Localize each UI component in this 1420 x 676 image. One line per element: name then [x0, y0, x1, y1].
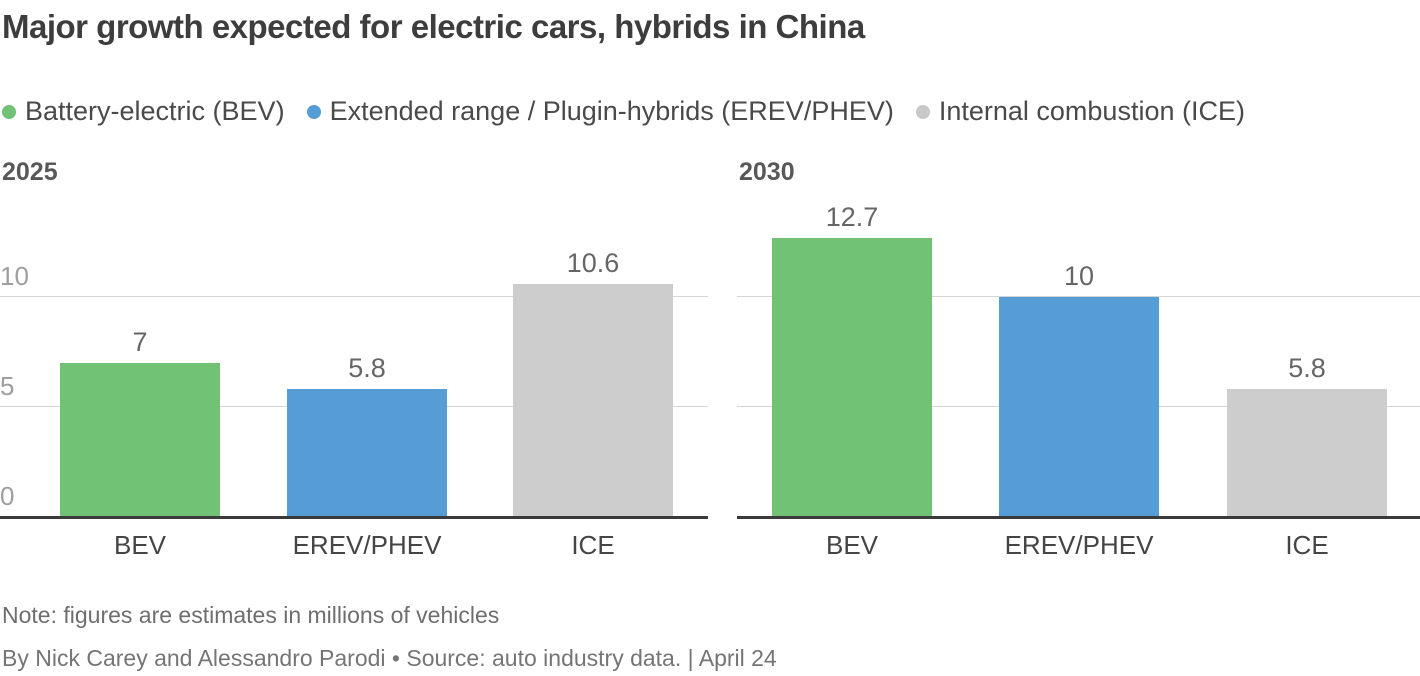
gridline-10 [737, 296, 1420, 297]
footnote: Note: figures are estimates in millions … [2, 602, 500, 628]
legend-dot-green-icon [2, 104, 16, 119]
plot-area-2025: 0 5 10 7 5.8 10.6 [0, 190, 708, 519]
bar-value-label: 7 [132, 327, 148, 357]
legend-label-erev-phev: Extended range / Plugin-hybrids (EREV/PH… [329, 96, 894, 126]
x-axis-category-label: ICE [571, 530, 615, 560]
byline-source: By Nick Carey and Alessandro Parodi • So… [2, 645, 777, 671]
bar-value-label: 10.6 [566, 248, 620, 278]
chart-year-label-2030: 2030 [739, 158, 795, 186]
bar-2025-EREV/PHEV [287, 389, 447, 517]
x-axis-category-label: ICE [1285, 530, 1329, 560]
y-tick-label-0: 0 [0, 481, 15, 511]
x-axis-category-label: BEV [113, 530, 167, 560]
x-axis-labels-2025: BEV EREV/PHEV ICE [0, 530, 708, 562]
bar-value-label: 5.8 [1288, 353, 1326, 383]
y-tick-label-5: 5 [0, 371, 15, 401]
legend-label-bev: Battery-electric (BEV) [25, 96, 285, 126]
y-tick-label-10: 10 [0, 261, 29, 291]
chart-panel-2025: 2025 0 5 10 7 5.8 10.6 BEV EREV/PHEV ICE [0, 158, 708, 608]
chart-legend: Battery-electric (BEV) Extended range / … [2, 96, 1245, 127]
plot-area-2030: 12.7 10 5.8 [737, 190, 1420, 519]
bar-2025-BEV [60, 363, 220, 517]
x-axis-category-label: EREV/PHEV [1004, 530, 1154, 560]
bar-2025-ICE [513, 284, 673, 517]
bar-value-label: 10 [1063, 261, 1095, 291]
bar-2030-EREV/PHEV [999, 297, 1159, 517]
bar-value-label: 5.8 [348, 353, 386, 383]
bar-2030-BEV [772, 238, 932, 517]
chart-year-label-2025: 2025 [2, 158, 58, 186]
bar-value-label: 12.7 [825, 202, 879, 232]
legend-dot-blue-icon [306, 104, 321, 119]
x-axis-category-label: EREV/PHEV [292, 530, 442, 560]
gridline-10 [0, 296, 708, 297]
chart-panel-2030: 2030 12.7 10 5.8 BEV EREV/PHEV ICE [737, 158, 1420, 608]
x-axis-category-label: BEV [825, 530, 879, 560]
chart-title: Major growth expected for electric cars,… [2, 8, 865, 45]
x-axis-line [737, 516, 1420, 519]
legend-label-ice: Internal combustion (ICE) [938, 96, 1245, 126]
x-axis-labels-2030: BEV EREV/PHEV ICE [737, 530, 1420, 562]
legend-item-bev: Battery-electric (BEV) [2, 96, 285, 127]
legend-item-erev-phev: Extended range / Plugin-hybrids (EREV/PH… [306, 96, 894, 127]
bar-2030-ICE [1227, 389, 1387, 517]
x-axis-line [0, 516, 708, 519]
legend-item-ice: Internal combustion (ICE) [915, 96, 1245, 127]
legend-dot-gray-icon [915, 104, 930, 119]
